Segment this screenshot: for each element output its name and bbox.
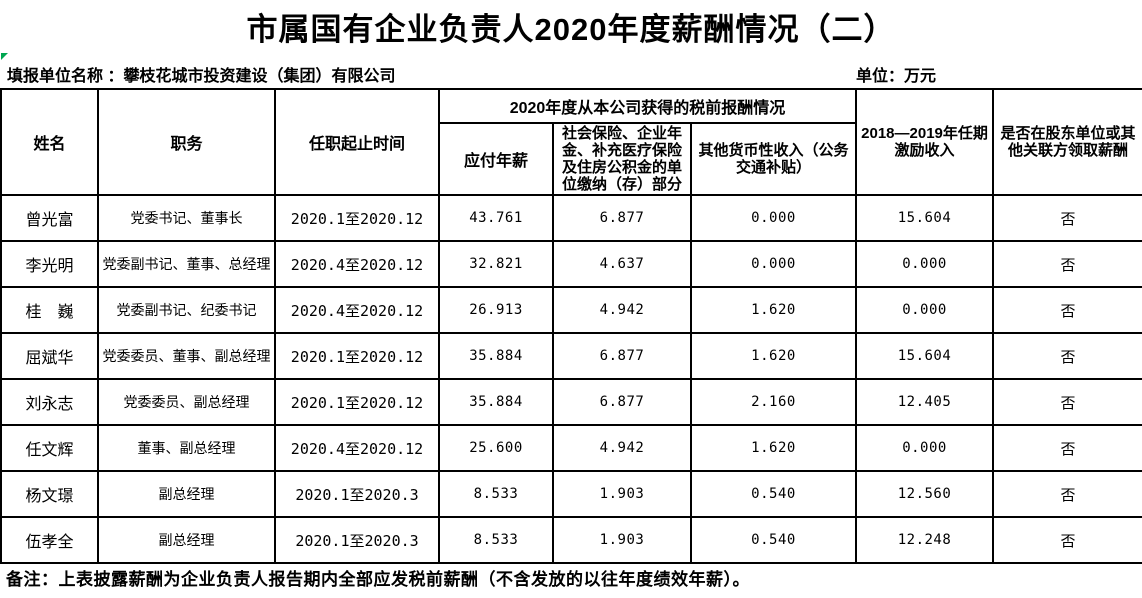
cell-name: 任文辉 <box>0 424 99 472</box>
cell-shareholder: 否 <box>992 332 1142 380</box>
cell-shareholder: 否 <box>992 378 1142 426</box>
cell-position: 副总经理 <box>97 516 276 564</box>
cell-name: 刘永志 <box>0 378 99 426</box>
table-row: 杨文璟 副总经理 2020.1至2020.3 8.533 1.903 0.540… <box>0 470 1142 518</box>
cell-incentive: 0.000 <box>855 286 995 334</box>
cell-other-income: 1.620 <box>689 424 858 472</box>
col-header-social-insurance: 社会保险、企业年金、补充医疗保险及住房公积金的单位缴纳（存）部分 <box>552 122 692 196</box>
unit-label: 单位：万元 <box>856 68 937 85</box>
cell-incentive: 12.405 <box>855 378 995 426</box>
table-header: 姓名 职务 任职起止时间 2020年度从本公司获得的税前报酬情况 2018—20… <box>0 88 1142 196</box>
col-header-other-income: 其他货币性收入（公务交通补贴） <box>689 122 858 196</box>
table-row: 桂 巍 党委副书记、纪委书记 2020.4至2020.12 26.913 4.9… <box>0 286 1142 334</box>
table-row: 曾光富 党委书记、董事长 2020.1至2020.12 43.761 6.877… <box>0 194 1142 242</box>
cell-shareholder: 否 <box>992 516 1142 564</box>
cell-social-insurance: 1.903 <box>552 516 692 564</box>
cell-shareholder: 否 <box>992 286 1142 334</box>
col-header-name: 姓名 <box>0 88 99 196</box>
cell-annual-salary: 26.913 <box>438 286 554 334</box>
cell-name: 杨文璟 <box>0 470 99 518</box>
cell-annual-salary: 8.533 <box>438 470 554 518</box>
cell-other-income: 0.540 <box>689 516 858 564</box>
cell-social-insurance: 4.637 <box>552 240 692 288</box>
table-row: 刘永志 党委委员、副总经理 2020.1至2020.12 35.884 6.87… <box>0 378 1142 426</box>
cell-position: 党委副书记、纪委书记 <box>97 286 276 334</box>
cell-term: 2020.1至2020.12 <box>274 194 440 242</box>
table-row: 伍孝全 副总经理 2020.1至2020.3 8.533 1.903 0.540… <box>0 516 1142 564</box>
cell-other-income: 2.160 <box>689 378 858 426</box>
cell-social-insurance: 6.877 <box>552 332 692 380</box>
cell-social-insurance: 4.942 <box>552 286 692 334</box>
cell-annual-salary: 25.600 <box>438 424 554 472</box>
cell-term: 2020.4至2020.12 <box>274 286 440 334</box>
table-row: 任文辉 董事、副总经理 2020.4至2020.12 25.600 4.942 … <box>0 424 1142 472</box>
cell-annual-salary: 32.821 <box>438 240 554 288</box>
cell-term: 2020.1至2020.3 <box>274 516 440 564</box>
col-group-header-pretax: 2020年度从本公司获得的税前报酬情况 <box>437 88 858 124</box>
cell-other-income: 0.000 <box>689 194 858 242</box>
cell-annual-salary: 8.533 <box>438 516 554 564</box>
cell-incentive: 15.604 <box>855 332 995 380</box>
cell-social-insurance: 6.877 <box>552 378 692 426</box>
col-header-shareholder: 是否在股东单位或其他关联方领取薪酬 <box>992 88 1142 196</box>
col-header-incentive: 2018—2019年任期激励收入 <box>855 88 995 196</box>
table-row: 屈斌华 党委委员、董事、副总经理 2020.1至2020.12 35.884 6… <box>0 332 1142 380</box>
meta-row: 填报单位名称 ：攀枝花城市投资建设（集团）有限公司 单位：万元 <box>0 60 1142 85</box>
col-header-position: 职务 <box>97 88 276 196</box>
cell-annual-salary: 35.884 <box>438 332 554 380</box>
cell-social-insurance: 6.877 <box>552 194 692 242</box>
cell-other-income: 0.540 <box>689 470 858 518</box>
cell-annual-salary: 43.761 <box>438 194 554 242</box>
cell-shareholder: 否 <box>992 470 1142 518</box>
cell-other-income: 0.000 <box>689 240 858 288</box>
cell-term: 2020.4至2020.12 <box>274 240 440 288</box>
table-body: 曾光富 党委书记、董事长 2020.1至2020.12 43.761 6.877… <box>0 194 1142 564</box>
cell-name: 屈斌华 <box>0 332 99 380</box>
cell-social-insurance: 1.903 <box>552 470 692 518</box>
cell-incentive: 12.248 <box>855 516 995 564</box>
salary-table: 姓名 职务 任职起止时间 2020年度从本公司获得的税前报酬情况 2018—20… <box>0 88 1142 564</box>
reporting-unit-label: 填报单位名称 ：攀枝花城市投资建设（集团）有限公司 <box>7 68 396 85</box>
cell-term: 2020.1至2020.3 <box>274 470 440 518</box>
cell-social-insurance: 4.942 <box>552 424 692 472</box>
cell-shareholder: 否 <box>992 240 1142 288</box>
cell-shareholder: 否 <box>992 194 1142 242</box>
cell-term: 2020.1至2020.12 <box>274 332 440 380</box>
cell-annual-salary: 35.884 <box>438 378 554 426</box>
green-corner-mark-icon <box>1 53 8 60</box>
col-header-term: 任职起止时间 <box>274 88 440 196</box>
cell-shareholder: 否 <box>992 424 1142 472</box>
col-header-annual-salary: 应付年薪 <box>438 122 554 196</box>
cell-term: 2020.4至2020.12 <box>274 424 440 472</box>
cell-incentive: 0.000 <box>855 240 995 288</box>
cell-incentive: 0.000 <box>855 424 995 472</box>
cell-position: 党委委员、副总经理 <box>97 378 276 426</box>
cell-position: 董事、副总经理 <box>97 424 276 472</box>
cell-name: 桂 巍 <box>0 286 99 334</box>
cell-name: 曾光富 <box>0 194 99 242</box>
cell-term: 2020.1至2020.12 <box>274 378 440 426</box>
cell-other-income: 1.620 <box>689 332 858 380</box>
cell-incentive: 12.560 <box>855 470 995 518</box>
cell-position: 党委书记、董事长 <box>97 194 276 242</box>
cell-name: 李光明 <box>0 240 99 288</box>
cell-name: 伍孝全 <box>0 516 99 564</box>
table-row: 李光明 党委副书记、董事、总经理 2020.4至2020.12 32.821 4… <box>0 240 1142 288</box>
cell-position: 党委副书记、董事、总经理 <box>97 240 276 288</box>
footnote: 备注：上表披露薪酬为企业负责人报告期内全部应发税前薪酬（不含发放的以往年度绩效年… <box>6 570 750 589</box>
cell-incentive: 15.604 <box>855 194 995 242</box>
cell-position: 副总经理 <box>97 470 276 518</box>
cell-position: 党委委员、董事、副总经理 <box>97 332 276 380</box>
cell-other-income: 1.620 <box>689 286 858 334</box>
page-title: 市属国有企业负责人2020年度薪酬情况（二） <box>246 12 896 47</box>
